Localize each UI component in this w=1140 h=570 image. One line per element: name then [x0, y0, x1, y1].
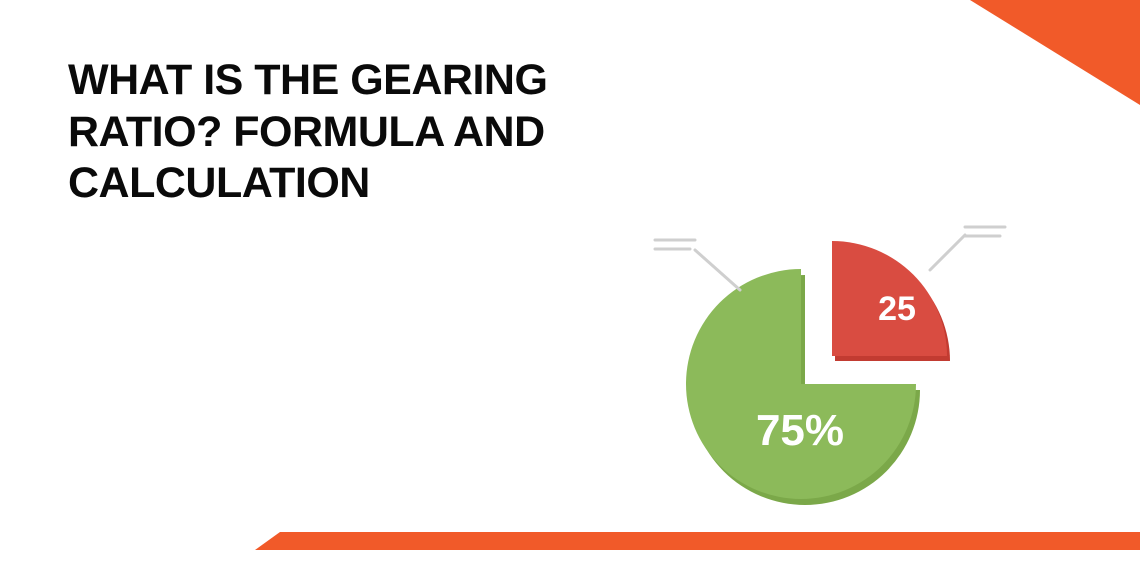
bottom-accent-bar — [280, 532, 1140, 550]
pie-slice-25: 25 — [832, 241, 950, 361]
callout-green — [655, 240, 740, 290]
corner-accent — [970, 0, 1140, 105]
page-title: WHAT IS THE GEARING RATIO? FORMULA AND C… — [68, 55, 688, 210]
pie-chart: 75% 25 — [640, 215, 1020, 525]
callout-red — [930, 227, 1005, 270]
pie-label-25: 25 — [878, 290, 916, 328]
pie-chart-svg: 75% 25 — [640, 215, 1020, 525]
pie-label-75: 75% — [756, 406, 844, 455]
